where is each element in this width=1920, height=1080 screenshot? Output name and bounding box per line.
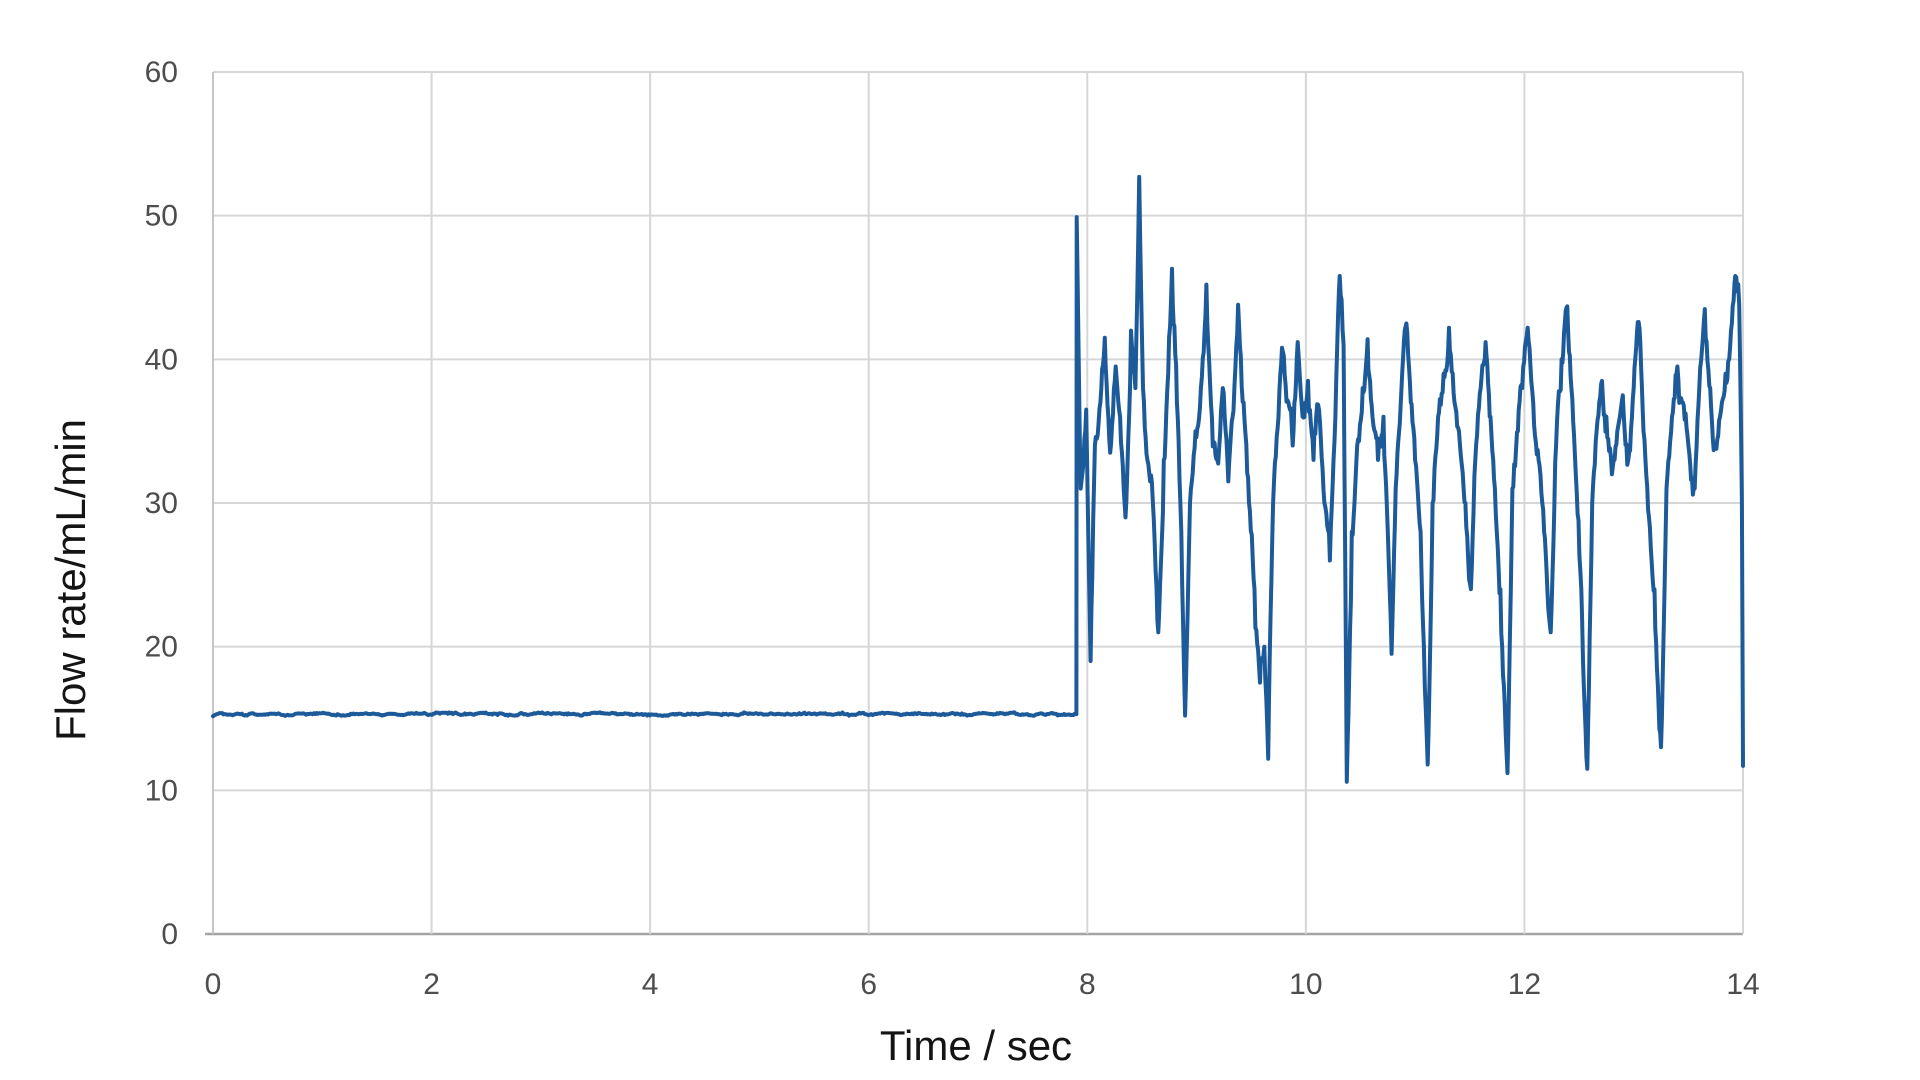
x-tick-label-10: 10 [1289, 968, 1322, 1001]
y-tick-label-50: 50 [145, 200, 178, 233]
y-tick-label-0: 0 [161, 918, 178, 951]
x-axis-title: Time / sec [880, 1022, 1072, 1069]
y-tick-label-40: 40 [145, 343, 178, 376]
x-tick-label-0: 0 [205, 968, 222, 1001]
x-tick-label-8: 8 [1079, 968, 1096, 1001]
gridlines [205, 71, 1744, 936]
y-axis-title: Flow rate/mL/min [47, 419, 94, 741]
series-lines [211, 174, 1745, 784]
x-tick-label-12: 12 [1508, 968, 1541, 1001]
y-tick-label-10: 10 [145, 774, 178, 807]
x-tick-label-14: 14 [1726, 968, 1759, 1001]
y-tick-label-20: 20 [145, 631, 178, 664]
tick-labels: 0 10 20 30 40 50 60 0 2 4 6 8 10 12 14 [145, 56, 1760, 1001]
y-tick-label-60: 60 [145, 56, 178, 89]
x-tick-label-4: 4 [642, 968, 659, 1001]
flow-rate-series-line [211, 174, 1745, 784]
x-tick-label-6: 6 [860, 968, 877, 1001]
y-tick-label-30: 30 [145, 487, 178, 520]
x-tick-label-2: 2 [423, 968, 440, 1001]
